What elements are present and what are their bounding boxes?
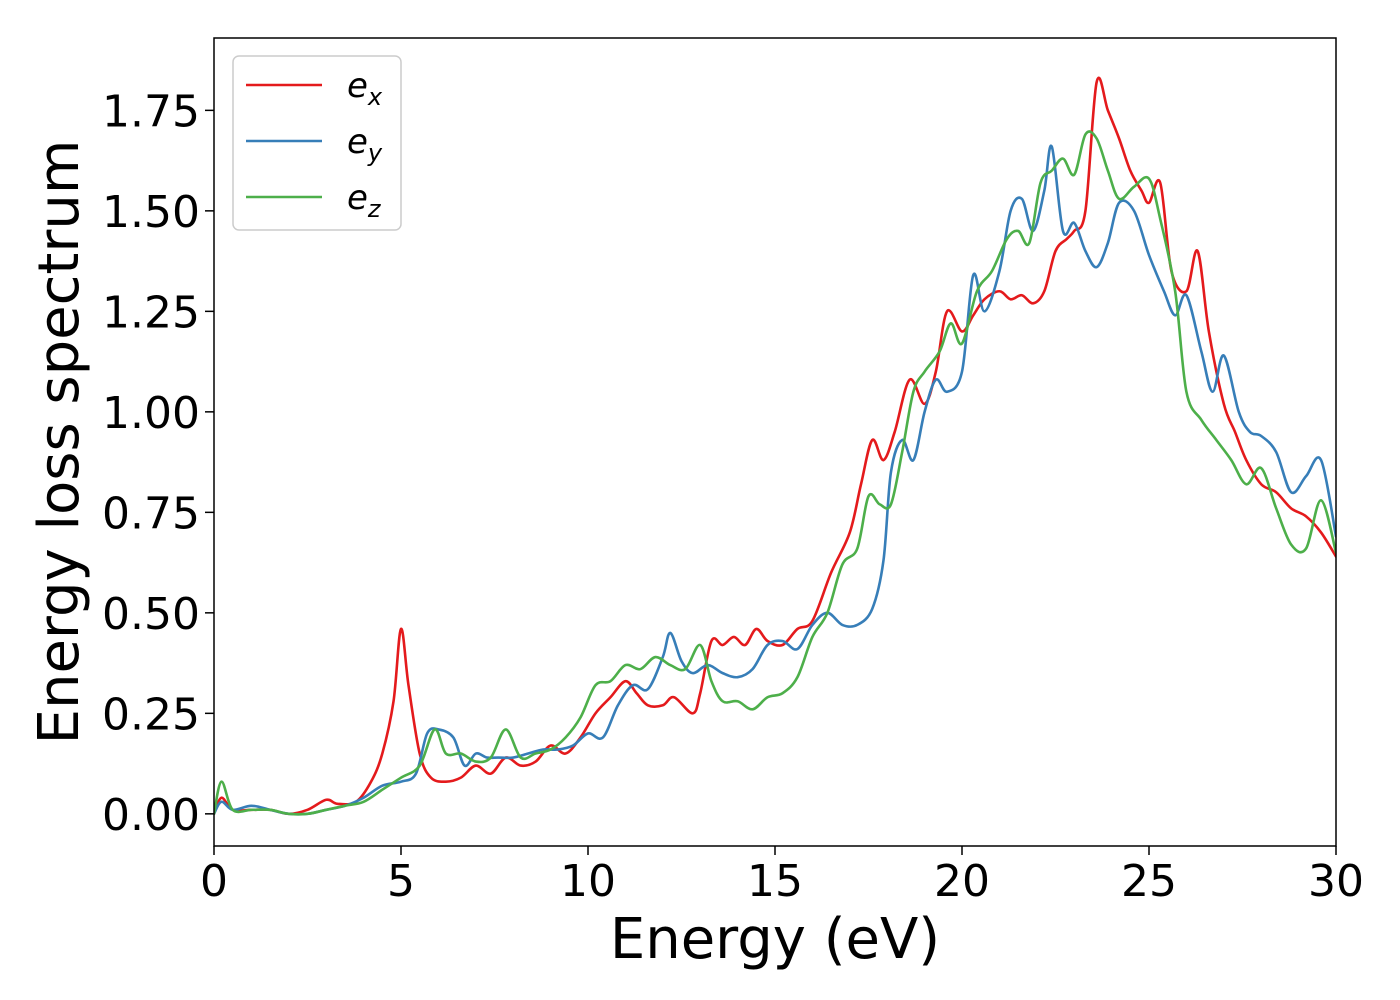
x-tick-label: 10 bbox=[560, 856, 616, 907]
x-tick-label: 0 bbox=[200, 856, 228, 907]
y-tick-label: 1.25 bbox=[102, 287, 200, 338]
x-tick-label: 5 bbox=[387, 856, 415, 907]
y-tick-label: 1.75 bbox=[102, 86, 200, 137]
series-line-e-z bbox=[214, 130, 1336, 816]
legend-label-e-x: ex bbox=[347, 66, 383, 111]
x-axis-label: Energy (eV) bbox=[610, 907, 940, 972]
x-tick-label: 20 bbox=[934, 856, 990, 907]
y-axis-ticks: 0.00 0.25 0.50 0.75 1.00 1.25 1.50 1.75 bbox=[102, 86, 214, 841]
series-layer bbox=[214, 76, 1336, 816]
x-tick-label: 25 bbox=[1121, 856, 1177, 907]
legend-box bbox=[232, 55, 402, 231]
y-axis-label: Energy loss spectrum bbox=[27, 140, 92, 745]
y-tick-label: 1.00 bbox=[102, 388, 200, 439]
x-axis-ticks: 0 5 10 15 20 25 30 bbox=[200, 846, 1364, 907]
x-tick-label: 15 bbox=[747, 856, 803, 907]
y-tick-label: 0.00 bbox=[102, 790, 200, 841]
legend-label-e-y: ey bbox=[347, 122, 383, 167]
x-tick-label: 30 bbox=[1308, 856, 1364, 907]
y-tick-label: 0.75 bbox=[102, 488, 200, 539]
y-tick-label: 1.50 bbox=[102, 187, 200, 238]
legend-label-e-z: ez bbox=[347, 178, 382, 223]
y-tick-label: 0.25 bbox=[102, 689, 200, 740]
series-line-e-x bbox=[214, 76, 1336, 816]
legend: ex ey ez bbox=[232, 55, 402, 231]
y-tick-label: 0.50 bbox=[102, 589, 200, 640]
